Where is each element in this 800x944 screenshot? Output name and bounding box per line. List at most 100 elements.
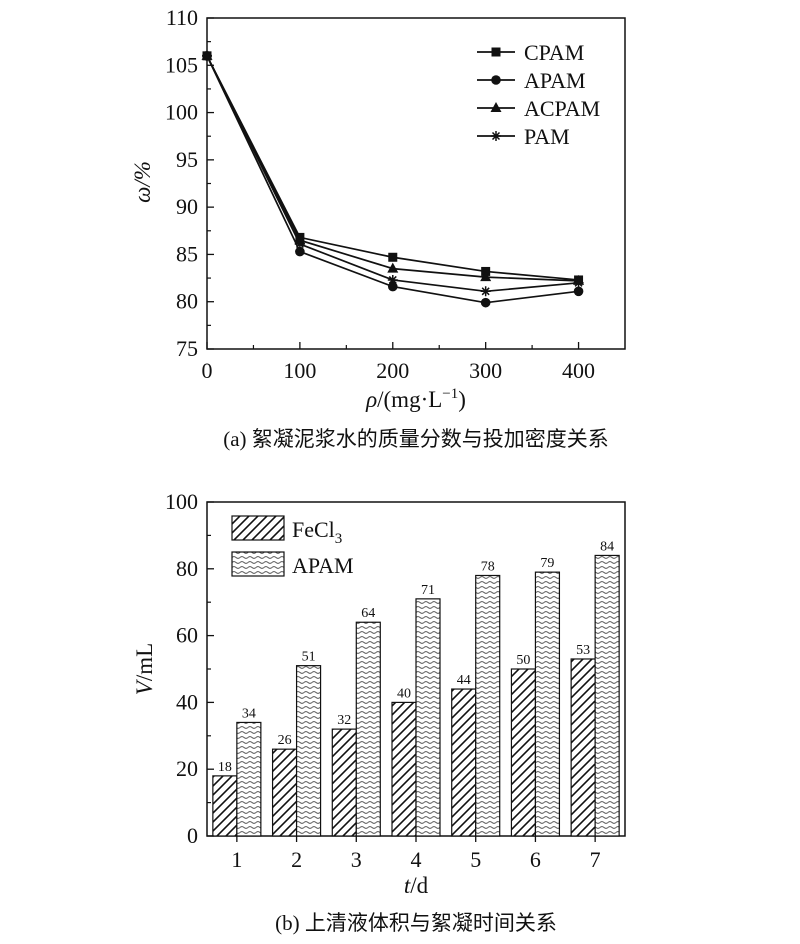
y-tick-label-a: 100 (165, 100, 198, 125)
bar-apam (534, 571, 561, 837)
x-tick-label-a: 400 (562, 358, 595, 383)
bar-apam (415, 598, 441, 837)
data-label-fecl: 50 (516, 653, 530, 668)
y-tick-label-a: 95 (176, 147, 198, 172)
data-label-fecl: 40 (397, 686, 411, 701)
point-apam (573, 286, 584, 297)
y-tick-label-a: 75 (176, 336, 198, 361)
data-label-apam: 51 (302, 650, 316, 665)
y-tick-label-a: 80 (176, 289, 198, 314)
y-axis-unit-b: /mL (132, 643, 157, 681)
point-apam (295, 246, 305, 257)
legend-swatch-fecl3 (231, 515, 285, 541)
bar-fecl (451, 688, 477, 837)
data-label-apam: 84 (600, 539, 614, 554)
bar-fecl (271, 748, 298, 837)
bar-apam (295, 665, 322, 837)
point-pam (294, 239, 305, 250)
caption-a: (a) 絮凝泥浆水的质量分数与投加密度关系 (223, 427, 609, 451)
y-tick-label-a: 90 (176, 194, 198, 219)
x-tick-label-b: 7 (590, 847, 601, 872)
legend-label-fecl3: FeCl3 (292, 517, 342, 547)
axis-ticks-a: 75 80 85 90 95 100 105 110 0 100 200 300 400 (165, 5, 595, 383)
y-tick-label-b: 0 (187, 823, 198, 848)
y-tick-label-b: 40 (176, 689, 198, 714)
y-tick-label-b: 60 (176, 623, 198, 648)
line-chart: 75 80 85 90 95 100 105 110 0 100 200 300 400 CPAM APA… (130, 5, 626, 451)
bar-fecl (570, 658, 596, 837)
legend-label-apam: APAM (292, 553, 354, 578)
legend-fecl3-sub: 3 (335, 531, 343, 547)
legend-marker-acpam (490, 102, 502, 112)
x-axis-label-a: ρ/(mg·L−1) (365, 386, 466, 412)
caption-b: (b) 上清液体积与絮凝时间关系 (275, 911, 557, 935)
bar-fecl (510, 668, 537, 837)
x-tick-label-a: 300 (469, 358, 502, 383)
y-tick-label-b: 20 (176, 756, 198, 781)
x-tick-label-b: 1 (231, 847, 242, 872)
y-tick-label-a: 105 (165, 52, 198, 77)
x-axis-var-a: ρ (365, 387, 377, 412)
point-pam (573, 277, 584, 288)
x-tick-label-a: 200 (376, 358, 409, 383)
y-axis-var-b: V (132, 678, 157, 695)
x-tick-label-b: 6 (530, 847, 541, 872)
data-label-fecl: 53 (576, 643, 590, 658)
x-axis-label-b: t/d (404, 873, 429, 898)
bar-apam (355, 621, 381, 837)
x-tick-label-b: 3 (351, 847, 362, 872)
data-label-apam: 64 (361, 606, 375, 621)
point-pam (480, 286, 491, 297)
bars-b (212, 554, 620, 837)
x-tick-label-a: 100 (283, 358, 316, 383)
y-tick-label-a: 85 (176, 241, 198, 266)
y-axis-label-a: ω/% (130, 161, 155, 203)
point-cpam (388, 252, 398, 262)
data-label-apam: 79 (540, 556, 554, 571)
data-label-fecl: 18 (218, 760, 232, 775)
data-label-apam: 71 (421, 583, 435, 598)
y-axis-label-b: V/mL (132, 643, 157, 695)
legend-swatch-apam (231, 551, 285, 577)
legend-label-pam: PAM (524, 124, 570, 149)
point-acpam (480, 271, 492, 282)
x-axis-unit-a: /(mg·L (377, 387, 442, 412)
data-label-fecl: 44 (457, 673, 471, 688)
data-label-fecl: 26 (278, 733, 292, 748)
x-tick-label-b: 2 (291, 847, 302, 872)
legend-label-cpam: CPAM (524, 40, 584, 65)
point-apam (387, 281, 398, 292)
bar-apam (236, 721, 262, 837)
point-pam (202, 50, 212, 61)
y-tick-label-a: 110 (166, 5, 198, 30)
legend-marker-pam (491, 131, 501, 141)
legend-label-acpam: ACPAM (524, 96, 600, 121)
legend-label-apam: APAM (524, 68, 586, 93)
data-label-apam: 34 (242, 706, 256, 721)
legend-fecl3-name: FeCl (292, 517, 335, 542)
bar-fecl (391, 701, 417, 837)
legend-a: CPAM APAM ACPAM PAM (477, 40, 600, 149)
data-label-fecl: 32 (337, 713, 351, 728)
x-tick-label-b: 4 (411, 847, 422, 872)
data-label-apam: 78 (481, 559, 495, 574)
y-tick-label-b: 80 (176, 556, 198, 581)
data-labels-b: 18 26 32 40 44 50 53 34 51 64 71 78 79 84 (218, 539, 614, 774)
x-tick-label-b: 5 (470, 847, 481, 872)
x-axis-exp-a: −1 (442, 386, 458, 402)
legend-b: FeCl3 APAM (231, 515, 354, 578)
legend-marker-apam (491, 75, 501, 85)
y-tick-label-b: 100 (165, 489, 198, 514)
point-acpam (387, 262, 399, 273)
bar-apam (475, 574, 501, 837)
x-axis-close-a: ) (458, 387, 466, 412)
x-axis-unit-b: /d (410, 873, 428, 898)
bar-apam (594, 554, 620, 837)
bar-fecl (331, 728, 357, 837)
x-tick-label-a: 0 (202, 358, 213, 383)
bar-fecl (212, 775, 238, 837)
x-axis-var-b: t (404, 873, 411, 898)
